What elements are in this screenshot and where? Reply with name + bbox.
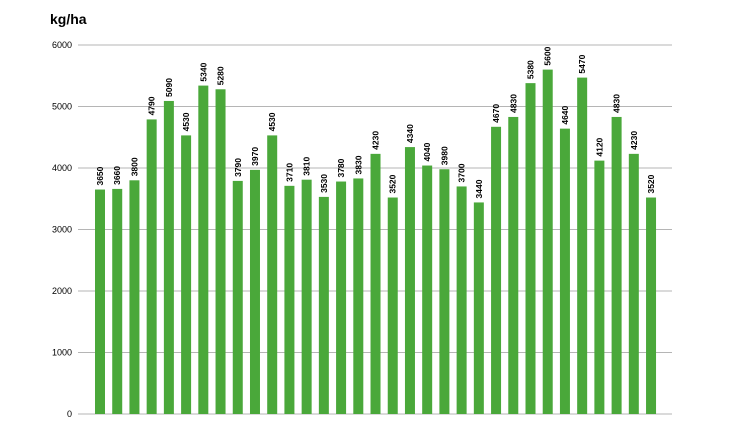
bar-value-label: 3780 [336, 158, 346, 177]
value-labels: 3650 3660 3800 4790 5090 4530 5340 5280 3790 3970… [95, 46, 656, 198]
bar [301, 179, 312, 414]
bar-value-label: 4640 [560, 105, 570, 124]
bar-value-label: 3530 [319, 174, 329, 193]
bar-value-label: 5340 [198, 62, 208, 81]
bar-value-label: 3800 [129, 157, 139, 176]
y-tick-label: 2000 [52, 286, 72, 296]
bar [353, 178, 364, 414]
bar-value-label: 3520 [388, 174, 398, 193]
bar-value-label: 5470 [577, 54, 587, 73]
bar [129, 180, 140, 414]
bar-value-label: 4790 [147, 96, 157, 115]
bar [146, 119, 157, 415]
bar [422, 165, 433, 414]
bar [542, 69, 553, 414]
bars [95, 69, 657, 415]
bar [646, 197, 657, 414]
bar [249, 169, 260, 414]
y-tick-label: 0 [67, 409, 72, 419]
bar-value-label: 4670 [491, 104, 501, 123]
bar-value-label: 4830 [612, 94, 622, 113]
y-tick-label: 5000 [52, 102, 72, 112]
bar-value-label: 4040 [422, 142, 432, 161]
bar [198, 85, 209, 414]
bar [284, 185, 295, 414]
bar-value-label: 3980 [439, 146, 449, 165]
bar-value-label: 5380 [526, 60, 536, 79]
bar-value-label: 4340 [405, 124, 415, 143]
bar [232, 180, 243, 414]
bar-value-label: 4530 [181, 112, 191, 131]
bar-value-label: 3830 [353, 155, 363, 174]
bar [473, 202, 484, 414]
bar-value-label: 4530 [267, 112, 277, 131]
bar [439, 169, 450, 414]
bar-value-label: 5280 [216, 66, 226, 85]
bar-value-label: 3790 [233, 158, 243, 177]
y-tick-label: 4000 [52, 163, 72, 173]
bar-value-label: 5090 [164, 78, 174, 97]
bar [215, 89, 226, 414]
bar-value-label: 3660 [112, 166, 122, 185]
y-axis-unit-label: kg/ha [50, 11, 87, 27]
bar-value-label: 3700 [457, 163, 467, 182]
bar [112, 188, 123, 414]
bar [181, 135, 192, 414]
bar-value-label: 4830 [508, 94, 518, 113]
bar [163, 100, 174, 415]
bar-value-label: 3650 [95, 166, 105, 185]
bar [525, 83, 536, 414]
bar [628, 153, 639, 415]
bar [577, 77, 588, 414]
bar-value-label: 4230 [371, 131, 381, 150]
bar-value-label: 3710 [284, 163, 294, 182]
bar-value-label: 3440 [474, 179, 484, 198]
bar [404, 147, 415, 414]
bar [95, 189, 105, 414]
bar [559, 128, 570, 414]
bar [318, 196, 329, 414]
bar-value-label: 3970 [250, 147, 260, 166]
bar [508, 116, 519, 414]
bar [336, 181, 347, 414]
bar [491, 126, 502, 415]
bar-value-label: 3810 [302, 157, 312, 176]
bar-value-label: 4230 [629, 131, 639, 150]
bar-value-label: 3520 [646, 174, 656, 193]
bar [387, 197, 398, 414]
bar [594, 160, 605, 414]
y-tick-label: 1000 [52, 348, 72, 358]
bar [370, 153, 381, 415]
bar [611, 116, 622, 414]
bar-value-label: 5600 [543, 46, 553, 65]
bar-value-label: 4120 [594, 137, 604, 156]
bar [267, 135, 278, 414]
y-axis-ticks: 0 1000 2000 3000 4000 5000 6000 [52, 40, 72, 419]
y-tick-label: 3000 [52, 225, 72, 235]
y-tick-label: 6000 [52, 40, 72, 50]
bar [456, 186, 467, 414]
